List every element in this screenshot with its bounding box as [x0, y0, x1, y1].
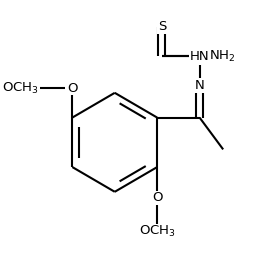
Text: OCH$_3$: OCH$_3$: [2, 81, 39, 96]
Text: N: N: [195, 79, 205, 92]
Text: S: S: [158, 20, 166, 33]
Text: O: O: [67, 82, 78, 94]
Text: HN: HN: [190, 50, 209, 63]
Text: NH$_2$: NH$_2$: [209, 49, 235, 64]
Text: OCH$_3$: OCH$_3$: [139, 224, 176, 240]
Text: O: O: [152, 191, 163, 204]
